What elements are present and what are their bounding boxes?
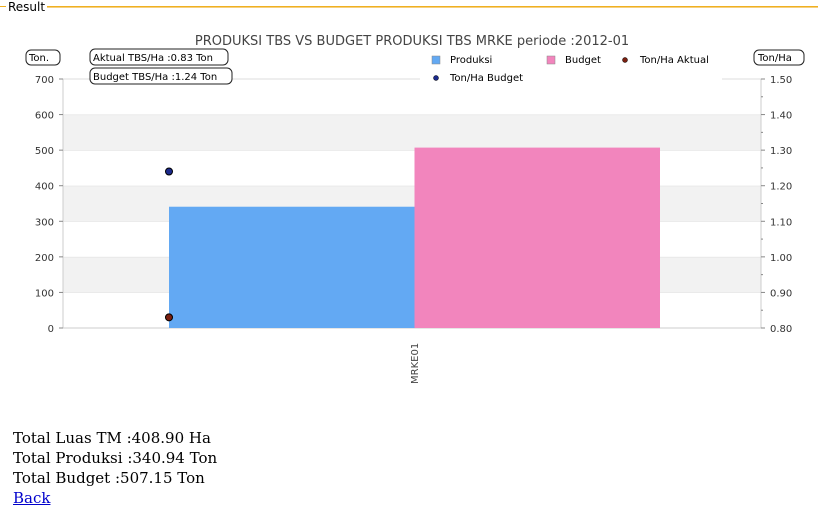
- result-panel-label: Result: [6, 0, 48, 14]
- bar-budget: [414, 147, 660, 328]
- total-budget: Total Budget :507.15 Ton: [13, 469, 205, 487]
- y-right-tick-label: 1.00: [770, 253, 792, 264]
- y-left-tick-label: 0: [48, 324, 54, 335]
- plot-band: [63, 114, 761, 151]
- y-left-label-box: [25, 49, 61, 66]
- annotation-actual-box: [89, 48, 229, 66]
- total-luas: Total Luas TM :408.90 Ha: [13, 429, 211, 447]
- y-left-ticks: 0 100 200 300 400 500 600 700: [35, 75, 63, 335]
- total-produksi: Total Produksi :340.94 Ton: [13, 449, 218, 467]
- y-right-tick-label: 1.50: [770, 75, 792, 86]
- legend-label-budget: Budget: [565, 55, 601, 66]
- legend-marker-tonha-budget: [433, 75, 439, 81]
- y-right-label-box: [753, 49, 805, 66]
- y-right-tick-label: 0.80: [770, 324, 792, 335]
- chart: 0 100 200 300 400 500 600 700 0.80 0.90 1.00 1.10 1…: [25, 34, 805, 384]
- y-left-tick-label: 700: [35, 75, 54, 86]
- y-left-tick-label: 400: [35, 182, 54, 193]
- legend-marker-tonha-aktual: [622, 57, 628, 63]
- y-left-tick-label: 500: [35, 146, 54, 157]
- summary: Total Luas TM :408.90 Ha Total Produksi …: [13, 428, 217, 508]
- legend-label-tonha-aktual: Ton/Ha Aktual: [639, 55, 709, 66]
- y-left-label: Ton.: [28, 53, 49, 64]
- y-left-tick-label: 100: [35, 288, 54, 299]
- annotation-budget: Budget TBS/Ha :1.24 Ton: [93, 72, 217, 83]
- legend-label-tonha-budget: Ton/Ha Budget: [449, 73, 523, 84]
- y-right-tick-label: 1.40: [770, 111, 792, 122]
- annotation-budget-box: [89, 67, 233, 85]
- y-right-tick-label: 1.20: [770, 182, 792, 193]
- legend-background: [420, 51, 722, 87]
- y-right-ticks: 0.80 0.90 1.00 1.10 1.20 1.30 1.40 1.50: [761, 75, 792, 335]
- y-left-tick-label: 600: [35, 111, 54, 122]
- legend-swatch-produksi: [431, 55, 441, 65]
- y-left-tick-label: 300: [35, 217, 54, 228]
- bars: [169, 147, 660, 328]
- annotation-actual: Aktual TBS/Ha :0.83 Ton: [93, 53, 213, 64]
- y-right-tick-label: 0.90: [770, 288, 792, 299]
- bar-produksi: [169, 206, 415, 328]
- legend-label-produksi: Produksi: [450, 55, 492, 66]
- legend-swatch-budget: [546, 55, 556, 65]
- x-tick-label: MRKE01: [410, 343, 421, 384]
- back-link[interactable]: Back: [13, 489, 51, 507]
- points: [165, 167, 173, 322]
- y-right-tick-label: 1.30: [770, 146, 792, 157]
- result-panel-border: [0, 6, 818, 7]
- result-panel-border-inner: [46, 7, 818, 8]
- point-ton-ha-budget: [165, 167, 173, 176]
- chart-title: PRODUKSI TBS VS BUDGET PRODUKSI TBS MRKE…: [195, 34, 629, 49]
- y-right-tick-label: 1.10: [770, 217, 792, 228]
- y-right-label: Ton/Ha: [757, 53, 792, 64]
- point-ton-ha-aktual: [165, 313, 173, 322]
- y-left-tick-label: 200: [35, 253, 54, 264]
